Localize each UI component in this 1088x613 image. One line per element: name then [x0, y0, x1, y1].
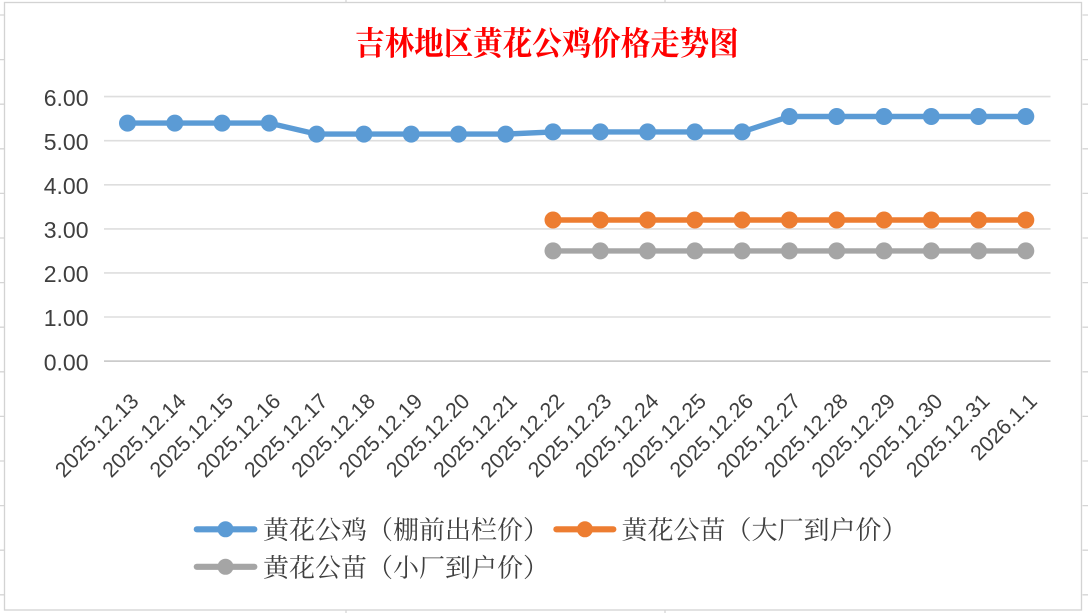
svg-text:1.00: 1.00 — [44, 305, 89, 331]
svg-text:6.00: 6.00 — [44, 85, 89, 111]
svg-text:3.00: 3.00 — [44, 217, 89, 243]
svg-text:5.00: 5.00 — [44, 129, 89, 155]
svg-text:4.00: 4.00 — [44, 173, 89, 199]
svg-text:0.00: 0.00 — [44, 349, 89, 375]
svg-text:2.00: 2.00 — [44, 261, 89, 287]
